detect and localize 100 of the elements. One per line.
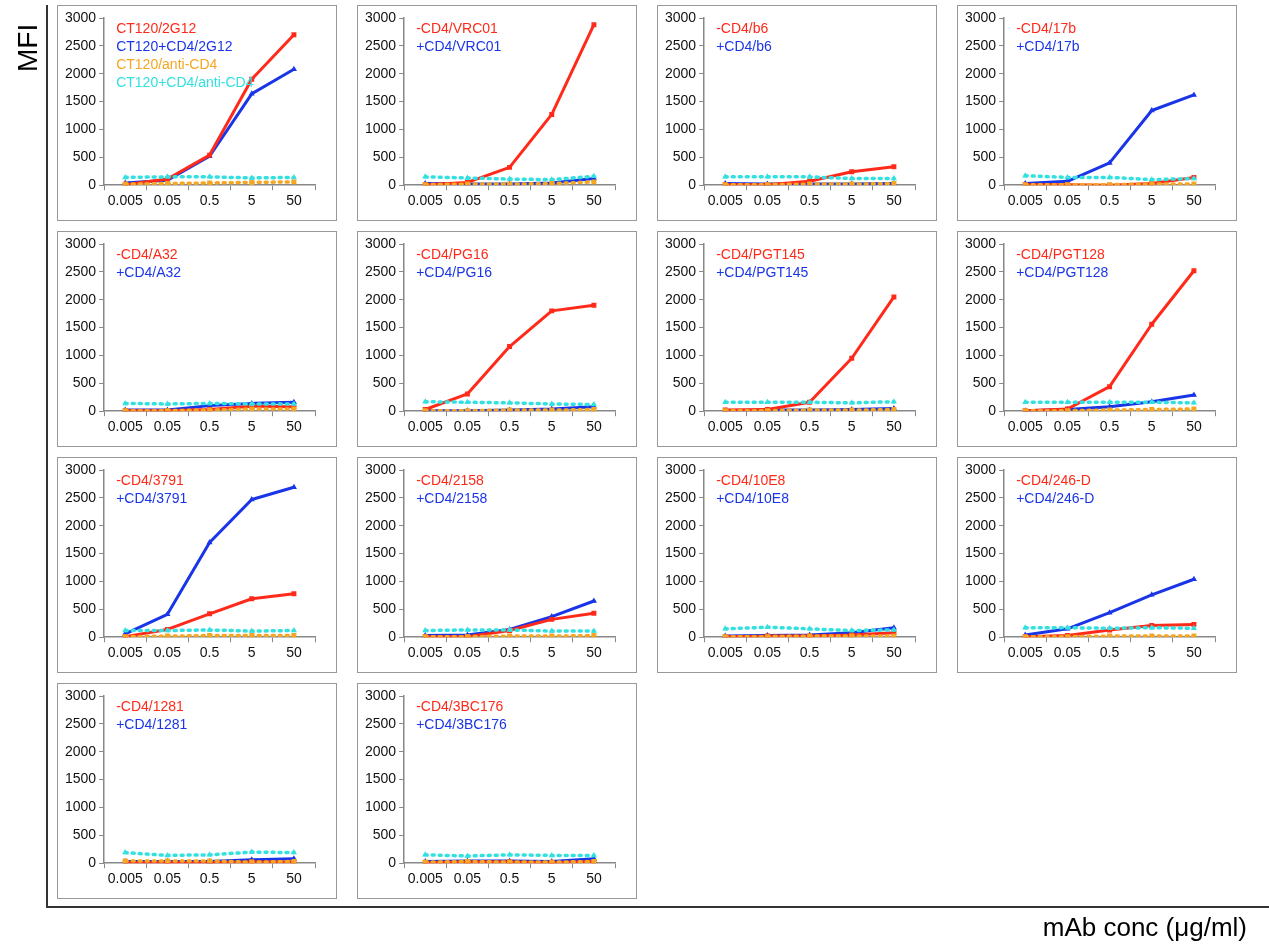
y-tick-label: 2500 <box>664 262 697 279</box>
text: +CD4/3BC176 <box>416 715 508 732</box>
x-tick-label: 0.005 <box>407 418 443 435</box>
x-tick-label: 0.005 <box>107 870 143 887</box>
text: -CD4/PG16 <box>416 245 489 262</box>
x-tick-label: 0.05 <box>453 870 482 887</box>
x-tick-label: 0.05 <box>453 192 482 209</box>
text: CT120/2G12 <box>116 19 197 36</box>
y-tick-label: 1000 <box>64 798 97 815</box>
x-tick-label: 5 <box>847 418 856 435</box>
x-tick-label: 0.5 <box>1099 192 1120 209</box>
y-tick-label: 1500 <box>964 544 997 561</box>
y-tick-label: 1000 <box>364 120 397 137</box>
text: -CD4/2158 <box>416 471 485 488</box>
y-tick-label: 3000 <box>364 460 397 477</box>
x-tick-label: 5 <box>1147 192 1156 209</box>
y-tick-label: 500 <box>372 600 397 617</box>
text: -CD4/PGT128 <box>1016 245 1106 262</box>
x-tick-label: 0.5 <box>799 644 820 661</box>
y-tick-label: 1000 <box>964 572 997 589</box>
y-tick-label: 3000 <box>64 460 97 477</box>
text: -CD4/VRC01 <box>416 19 499 36</box>
x-tick-label: 0.005 <box>707 192 743 209</box>
y-tick-label: 2500 <box>964 36 997 53</box>
y-tick-label: 3000 <box>664 460 697 477</box>
x-tick-label: 0.005 <box>407 644 443 661</box>
x-tick-label: 0.5 <box>499 870 520 887</box>
x-axis-title: mAb conc (μg/ml) <box>1042 912 1247 943</box>
text: +CD4/PGT145 <box>716 263 809 280</box>
y-tick-label: 3000 <box>664 8 697 25</box>
y-tick-label: 2000 <box>664 516 697 533</box>
y-tick-label: 500 <box>72 374 97 391</box>
y-tick-label: 2000 <box>64 290 97 307</box>
x-tick-label: 0.5 <box>199 418 220 435</box>
y-tick-label: 1500 <box>964 318 997 335</box>
y-tick-label: 2500 <box>64 262 97 279</box>
text: CT120+CD4/2G12 <box>116 37 233 54</box>
y-tick-label: 2000 <box>664 64 697 81</box>
y-tick-label: 1000 <box>664 120 697 137</box>
text: -CD4/246-D <box>1016 471 1091 488</box>
y-tick-label: 0 <box>88 176 97 193</box>
y-tick-label: 0 <box>388 628 397 645</box>
text: +CD4/10E8 <box>716 489 790 506</box>
y-tick-label: 1000 <box>64 120 97 137</box>
y-tick-label: 2000 <box>964 290 997 307</box>
y-tick-label: 500 <box>972 374 997 391</box>
y-tick-label: 1000 <box>964 120 997 137</box>
x-tick-label: 0.005 <box>1007 192 1043 209</box>
y-tick-label: 1500 <box>364 318 397 335</box>
y-tick-label: 3000 <box>964 460 997 477</box>
x-tick-label: 5 <box>547 870 556 887</box>
y-tick-label: 0 <box>88 854 97 871</box>
x-tick-label: 5 <box>247 644 256 661</box>
y-tick-label: 2000 <box>364 742 397 759</box>
text: +CD4/1281 <box>116 715 188 732</box>
y-tick-label: 2000 <box>364 64 397 81</box>
y-tick-label: 2000 <box>64 742 97 759</box>
x-tick-label: 0.05 <box>153 644 182 661</box>
text: +CD4/PG16 <box>416 263 493 280</box>
y-tick-label: 1000 <box>64 572 97 589</box>
x-tick-label: 0.005 <box>407 192 443 209</box>
y-tick-label: 0 <box>88 628 97 645</box>
y-tick-label: 2500 <box>964 262 997 279</box>
y-tick-label: 0 <box>88 402 97 419</box>
x-tick-label: 50 <box>586 644 602 661</box>
text: -CD4/3BC176 <box>416 697 504 714</box>
y-tick-label: 1500 <box>664 92 697 109</box>
x-tick-label: 50 <box>286 870 302 887</box>
y-tick-label: 1000 <box>364 798 397 815</box>
x-tick-label: 0.05 <box>153 192 182 209</box>
y-tick-label: 1000 <box>364 346 397 363</box>
y-tick-label: 2000 <box>364 290 397 307</box>
y-tick-label: 0 <box>688 402 697 419</box>
y-tick-label: 2500 <box>64 714 97 731</box>
y-tick-label: 2000 <box>364 516 397 533</box>
y-tick-label: 2500 <box>364 714 397 731</box>
y-tick-label: 1500 <box>64 544 97 561</box>
x-tick-label: 0.05 <box>753 644 782 661</box>
y-tick-label: 1000 <box>964 346 997 363</box>
x-tick-label: 0.05 <box>1053 192 1082 209</box>
x-tick-label: 50 <box>286 192 302 209</box>
y-tick-label: 1500 <box>964 92 997 109</box>
x-tick-label: 0.005 <box>1007 644 1043 661</box>
y-tick-label: 500 <box>672 374 697 391</box>
y-tick-label: 2000 <box>664 290 697 307</box>
y-tick-label: 2000 <box>964 516 997 533</box>
y-tick-label: 0 <box>988 628 997 645</box>
y-tick-label: 0 <box>988 176 997 193</box>
x-tick-label: 0.005 <box>107 644 143 661</box>
text: CT120/anti-CD4 <box>116 55 218 72</box>
y-tick-label: 500 <box>372 148 397 165</box>
x-tick-label: 0.5 <box>499 644 520 661</box>
y-tick-label: 1500 <box>364 92 397 109</box>
x-tick-label: 0.5 <box>799 418 820 435</box>
y-tick-label: 2000 <box>64 64 97 81</box>
x-tick-label: 0.05 <box>453 418 482 435</box>
x-tick-label: 5 <box>247 418 256 435</box>
y-tick-label: 500 <box>372 826 397 843</box>
x-tick-label: 50 <box>586 418 602 435</box>
y-tick-label: 1500 <box>64 318 97 335</box>
